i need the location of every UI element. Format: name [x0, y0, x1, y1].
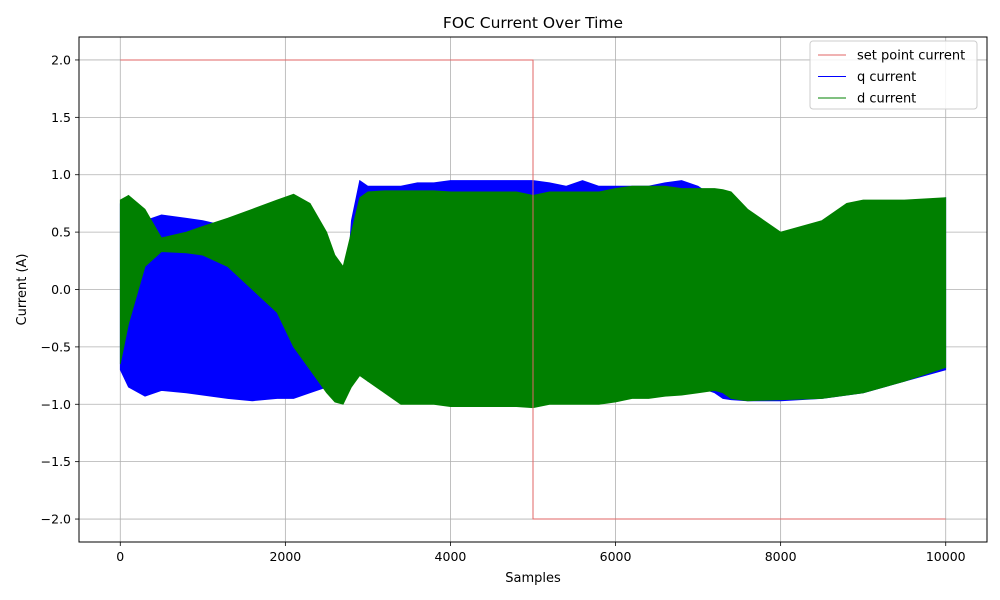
x-tick-label: 6000: [600, 549, 632, 564]
y-tick-label: −1.0: [41, 397, 71, 412]
axis-ticks: 0 2000 4000 6000 8000 10000 −2.0 −1.5 −1.0 −0.5 0.…: [41, 52, 966, 564]
chart-title: FOC Current Over Time: [443, 14, 623, 32]
legend-label: d current: [857, 92, 916, 107]
x-tick-label: 8000: [765, 549, 797, 564]
y-tick-label: 1.0: [51, 167, 71, 182]
y-tick-label: 1.5: [51, 110, 71, 125]
x-tick-label: 0: [116, 549, 124, 564]
legend-box: [809, 40, 978, 110]
legend-label: q current: [857, 70, 916, 85]
y-tick-label: −0.5: [41, 339, 71, 354]
series-layer: [119, 59, 947, 520]
y-tick-label: 0.5: [51, 225, 71, 240]
x-tick-label: 10000: [926, 549, 966, 564]
x-tick-label: 4000: [435, 549, 467, 564]
y-tick-label: −2.0: [41, 512, 71, 527]
y-tick-label: 0.0: [51, 282, 71, 297]
legend-label: set point current: [857, 49, 965, 64]
y-tick-label: 2.0: [51, 52, 71, 67]
series-set-point-current-line: [120, 59, 946, 520]
y-axis-label: Current (A): [15, 254, 30, 326]
x-axis-label: Samples: [505, 571, 561, 586]
x-tick-label: 2000: [269, 549, 301, 564]
legend: set point current q current d current: [809, 40, 978, 110]
y-tick-label: −1.5: [41, 454, 71, 469]
